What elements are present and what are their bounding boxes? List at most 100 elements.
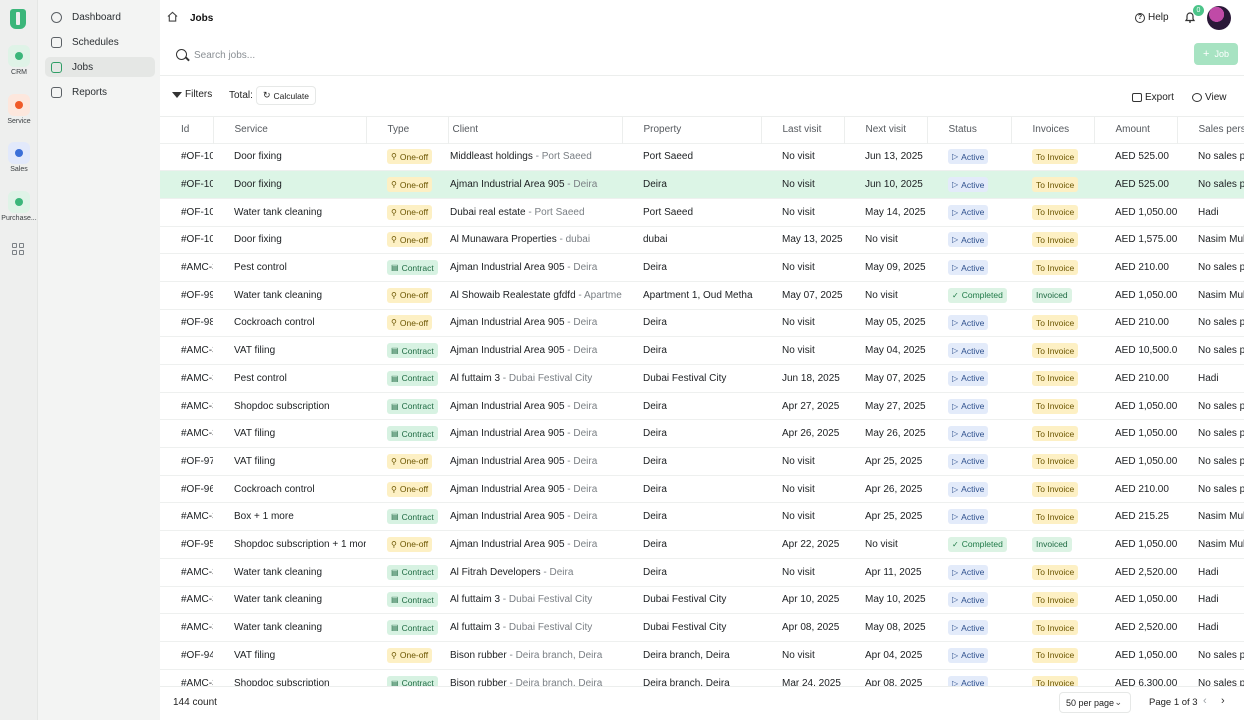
rail-label: CRM	[11, 69, 27, 76]
table-row[interactable]: #OF-96 Cockroach control ⚲ One-off Ajman Ind…	[160, 474, 1244, 503]
cell-service: Door fixing	[213, 142, 366, 171]
nav-item-dashboard[interactable]: Dashboard	[45, 7, 155, 27]
cell-invoices: To Invoice	[1011, 557, 1094, 586]
cell-id: #OF-94	[160, 640, 213, 670]
table-row[interactable]: #AMC-34Box + 1 more ▤Contract Ajman Indust…	[160, 502, 1244, 531]
invoice-badge: Invoiced	[1032, 287, 1072, 303]
nav-item-jobs[interactable]: Jobs	[45, 57, 155, 77]
status-label: Active	[961, 484, 985, 495]
status-badge: ▷ Active	[948, 204, 989, 220]
per-page-select[interactable]: 50 per page ⌄	[1059, 692, 1131, 713]
plus-icon: +	[1203, 48, 1210, 60]
client-name: Ajman Industrial Area 905	[450, 400, 565, 412]
table-row[interactable]: #OF-103Door fixing ⚲One-off Middleast hold…	[160, 142, 1244, 171]
table-row[interactable]: #OF-101Water tank cleaning ⚲One-off Dubai …	[160, 197, 1244, 227]
column-header[interactable]: Type	[366, 117, 449, 143]
column-header[interactable]: Next visit	[844, 117, 928, 143]
column-header[interactable]: Id	[160, 117, 214, 143]
view-button[interactable]: View	[1192, 88, 1227, 106]
client-location: - dubai	[556, 234, 591, 246]
cell-type: ▤ Contract	[366, 557, 448, 586]
type-label: One-off	[399, 484, 429, 495]
cell-last-visit: Apr 26, 2025	[761, 419, 844, 448]
rail-item-sales[interactable]: Sales	[0, 142, 38, 173]
cell-invoices: To Invoice	[1011, 419, 1094, 448]
table-row[interactable]: #OF-99 Water tank cleaning ⚲ One-off Al Show…	[160, 280, 1244, 310]
avatar[interactable]	[1207, 6, 1231, 30]
total-label: Total:	[229, 90, 253, 101]
rail-item-purchase[interactable]: Purchase...	[0, 191, 38, 222]
table-row[interactable]: #OF-102Door fixing ⚲One-off Ajman Industri…	[160, 170, 1244, 199]
type-badge: ▤ Contract	[387, 426, 438, 442]
search-input[interactable]	[194, 47, 454, 63]
table-row[interactable]: #AMC-38VAT filing ▤Contract Ajman Industri…	[160, 336, 1244, 365]
nav-item-label: Reports	[72, 86, 108, 98]
status-badge: ▷ Active	[948, 453, 989, 469]
help-button[interactable]: ? Help	[1135, 12, 1169, 23]
cell-last-visit: No visit	[761, 253, 844, 282]
cell-type: ▤ Contract	[366, 613, 448, 642]
status-label: Active	[961, 151, 985, 162]
table-row[interactable]: #AMC-35VAT filing ▤Contract Ajman Industri…	[160, 419, 1244, 448]
table-row[interactable]: #AMC-33Water tank cleaning ▤Contract Al Fi…	[160, 557, 1244, 586]
table-row[interactable]: #AMC-30Shopdoc subscription ▤Contract Biso…	[160, 668, 1244, 686]
cell-sales-person: Nasim Muhammed	[1177, 530, 1244, 559]
rail-item-crm[interactable]: CRM	[0, 45, 38, 76]
nav-item-schedules[interactable]: Schedules	[45, 32, 155, 52]
type-label: Contract	[401, 622, 434, 633]
column-header[interactable]: Service	[213, 117, 367, 143]
cell-last-visit: No visit	[761, 502, 844, 531]
column-header[interactable]: Status	[927, 117, 1012, 143]
add-job-button[interactable]: + Job	[1194, 43, 1238, 65]
status-badge: ▷ Active	[948, 509, 989, 525]
table-row[interactable]: #AMC-31Water tank cleaning ▤Contract Al fu…	[160, 613, 1244, 642]
cell-last-visit: May 13, 2025	[761, 225, 844, 254]
bell-icon[interactable]	[1184, 11, 1196, 24]
export-button[interactable]: Export	[1132, 88, 1174, 106]
cell-next-visit: May 05, 2025	[844, 308, 927, 337]
cell-invoices: To Invoice	[1011, 336, 1094, 365]
cell-next-visit: May 14, 2025	[844, 197, 927, 227]
next-page-icon[interactable]: ›	[1221, 695, 1225, 707]
table-row[interactable]: #AMC-39Pest control ▤Contract Ajman Indust…	[160, 253, 1244, 282]
table-row[interactable]: #AMC-32Water tank cleaning ▤Contract Al fu…	[160, 585, 1244, 614]
cell-invoices: To Invoice	[1011, 502, 1094, 531]
cell-client: Al Showaib Realestate gfdfd - Apartment …	[448, 280, 622, 310]
nav-item-reports[interactable]: Reports	[45, 82, 155, 102]
table-row[interactable]: #OF-94 VAT filing ⚲ One-off Bison rubber - D…	[160, 640, 1244, 670]
home-icon[interactable]	[167, 11, 178, 22]
column-header[interactable]: Sales person	[1177, 117, 1244, 143]
status-badge: ▷ Active	[948, 592, 989, 608]
calculate-button[interactable]: ↻ Calculate	[256, 86, 316, 105]
column-header[interactable]: Property	[622, 117, 762, 143]
table-row[interactable]: #OF-95 Shopdoc subscription + 1 more ⚲ One-…	[160, 530, 1244, 559]
column-header[interactable]: Last visit	[761, 117, 845, 143]
nav-item-label: Schedules	[72, 36, 119, 48]
reports-icon	[51, 86, 62, 98]
filters-button[interactable]: Filters	[172, 89, 212, 100]
cell-id: #AMC-30	[160, 668, 213, 686]
cell-client: Ajman Industrial Area 905 - Deira	[448, 336, 622, 365]
column-header[interactable]: Client	[448, 117, 623, 143]
apps-grid-icon[interactable]	[12, 243, 24, 255]
table-row[interactable]: #AMC-36Shopdoc subscription ▤Contract Ajma…	[160, 391, 1244, 420]
cell-last-visit: No visit	[761, 170, 844, 199]
cell-client: Ajman Industrial Area 905 - Deira	[448, 170, 622, 199]
cell-client: Ajman Industrial Area 905 - Deira	[448, 447, 622, 476]
client-name: Ajman Industrial Area 905	[450, 262, 565, 274]
previous-page-icon[interactable]: ‹	[1203, 695, 1207, 707]
table-row[interactable]: #OF-97 VAT filing ⚲ One-off Ajman Industrial…	[160, 447, 1244, 476]
rail-item-service[interactable]: Service	[0, 94, 38, 125]
table-row[interactable]: #OF-98 Cockroach control ⚲ One-off Ajman Ind…	[160, 308, 1244, 337]
column-header[interactable]: Amount	[1094, 117, 1178, 143]
type-badge: ⚲ One-off	[387, 481, 433, 497]
type-badge: ▤ Contract	[387, 370, 438, 386]
column-header[interactable]: Invoices	[1011, 117, 1095, 143]
cell-service: VAT filing	[213, 447, 366, 476]
rail-label: Service	[7, 118, 31, 125]
app-logo-icon[interactable]	[10, 9, 26, 29]
cell-last-visit: Apr 22, 2025	[761, 530, 844, 559]
table-row[interactable]: #AMC-37Pest control ▤Contract Al futtaim 3…	[160, 364, 1244, 393]
table-row[interactable]: #OF-100Door fixing ⚲One-off Al Munawara Pr…	[160, 225, 1244, 254]
cell-next-visit: No visit	[844, 225, 927, 254]
